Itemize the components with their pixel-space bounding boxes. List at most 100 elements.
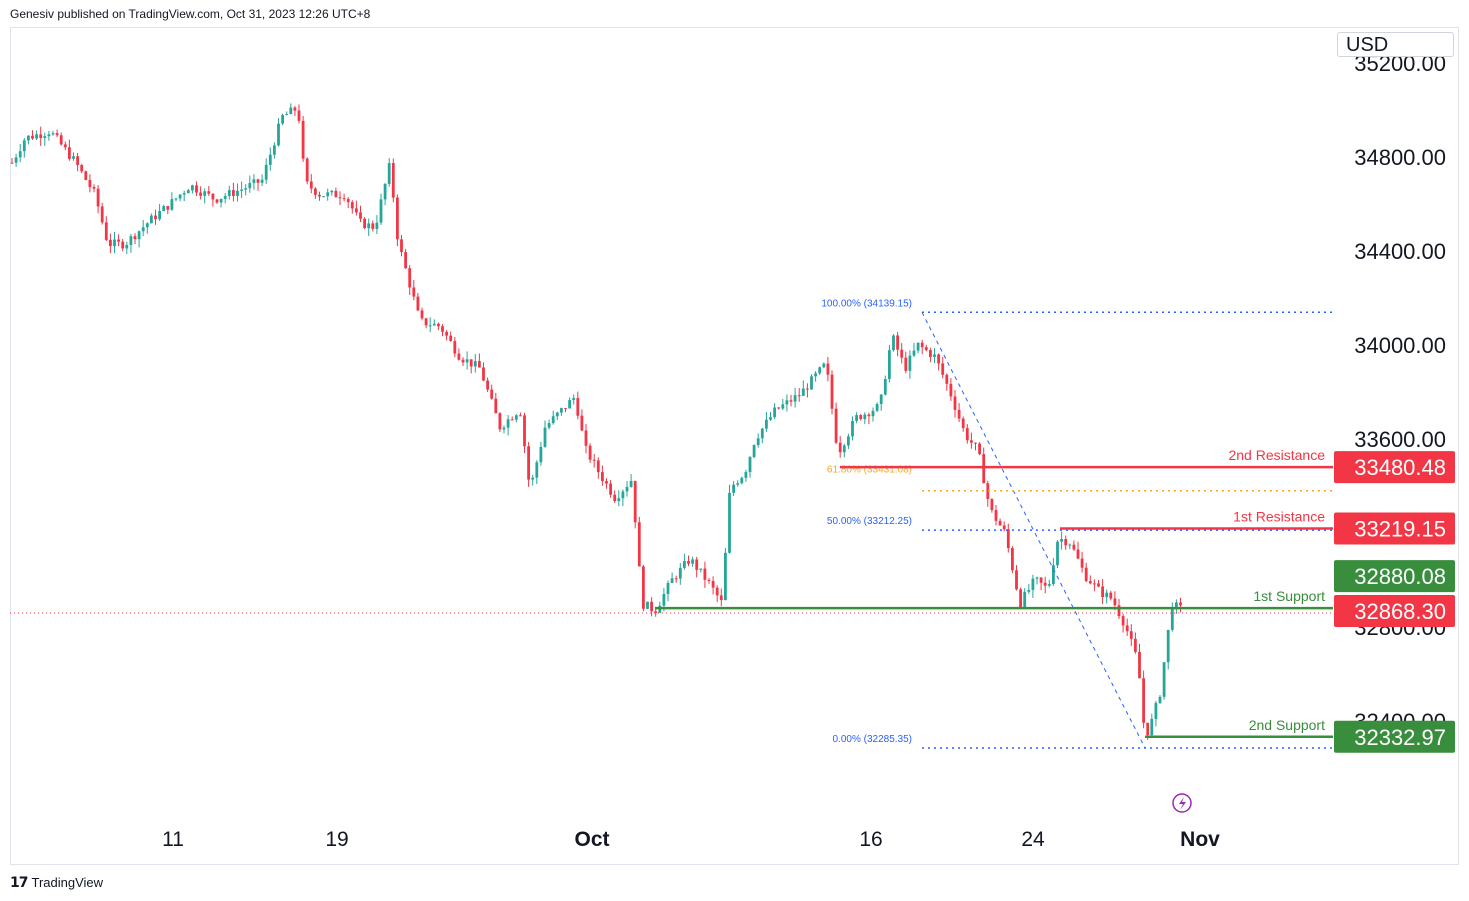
publisher-caption: Genesiv published on TradingView.com, Oc…	[10, 7, 371, 21]
candle	[297, 104, 301, 124]
candle	[855, 412, 858, 424]
candle	[596, 457, 600, 479]
candle	[227, 185, 231, 200]
chart-frame	[10, 27, 1459, 865]
candle	[1097, 579, 1100, 588]
time-tick-label: 16	[859, 828, 882, 851]
candle	[695, 556, 699, 578]
candle	[186, 188, 190, 194]
candle	[18, 143, 22, 163]
candle	[851, 416, 854, 441]
candle	[929, 347, 932, 363]
candle	[994, 504, 998, 526]
candle	[465, 351, 469, 370]
fib-level-label: 100.00% (34139.15)	[821, 298, 912, 309]
price-badge-label: 33480.48	[1354, 455, 1446, 480]
candle	[375, 215, 379, 235]
candle	[260, 174, 264, 186]
time-tick-label: 11	[162, 828, 184, 851]
candle	[654, 609, 658, 617]
price-badge-label: 32868.30	[1354, 599, 1446, 624]
candle	[719, 588, 723, 607]
candle	[219, 198, 223, 208]
candle	[793, 387, 797, 408]
candle	[1129, 624, 1133, 647]
currency-selector[interactable]: USD	[1337, 32, 1454, 57]
candle	[232, 182, 235, 202]
candle	[223, 192, 227, 204]
candle	[326, 188, 330, 201]
candle	[580, 409, 584, 432]
candle	[564, 408, 567, 413]
candle	[982, 447, 986, 484]
candle	[789, 394, 793, 407]
candle	[84, 170, 88, 181]
candle	[457, 348, 461, 361]
candle	[355, 200, 358, 216]
candle	[482, 362, 485, 382]
candle	[432, 319, 436, 326]
candle	[970, 432, 973, 449]
candle	[715, 585, 719, 603]
level-label: 2nd Support	[1249, 717, 1325, 733]
candle	[383, 182, 387, 206]
candle	[301, 115, 305, 162]
candle	[391, 158, 395, 203]
candle	[576, 391, 580, 420]
candle	[711, 576, 715, 595]
candle	[539, 441, 543, 466]
candle	[416, 292, 420, 312]
candle	[170, 192, 174, 211]
candle	[379, 193, 383, 225]
candle	[469, 359, 473, 374]
candle	[642, 564, 645, 612]
candle	[978, 442, 981, 456]
candle	[363, 217, 366, 230]
candles	[10, 103, 1182, 740]
candle	[506, 414, 510, 436]
candle	[39, 126, 43, 146]
candle	[88, 174, 92, 193]
candle	[892, 334, 895, 352]
candle	[113, 231, 116, 254]
candle	[207, 185, 211, 196]
candle	[867, 412, 871, 424]
candle	[252, 174, 256, 190]
candle	[359, 205, 362, 223]
candle	[314, 187, 317, 199]
candle	[588, 443, 592, 463]
candle	[1084, 562, 1088, 583]
candle	[703, 561, 707, 588]
candle	[736, 480, 740, 487]
candle	[1015, 565, 1018, 591]
candle	[43, 132, 47, 146]
fib-level-label: 61.80% (33431.08)	[827, 465, 912, 476]
candle	[1150, 713, 1154, 737]
candle	[145, 222, 149, 234]
candle	[527, 442, 530, 487]
price-badge-label: 32880.08	[1354, 564, 1446, 589]
candle	[1052, 558, 1055, 586]
candle	[683, 553, 686, 570]
candle	[756, 433, 760, 448]
candle	[109, 233, 112, 254]
candle	[691, 556, 694, 567]
candle	[51, 130, 55, 136]
candle	[256, 178, 260, 191]
candle	[666, 580, 670, 602]
candle	[1023, 588, 1027, 609]
candle	[810, 374, 813, 390]
candle	[601, 465, 604, 486]
candle	[478, 353, 481, 368]
candle	[965, 424, 969, 444]
candle	[904, 351, 908, 374]
footer-brand[interactable]: 𝟭𝟳 TradingView	[10, 874, 103, 891]
price-tick-label: 34000.00	[1354, 333, 1446, 358]
candle	[211, 193, 215, 207]
candle	[367, 218, 371, 237]
candle	[974, 442, 977, 451]
candle	[724, 547, 727, 601]
candle	[847, 433, 850, 449]
candle	[104, 216, 108, 242]
